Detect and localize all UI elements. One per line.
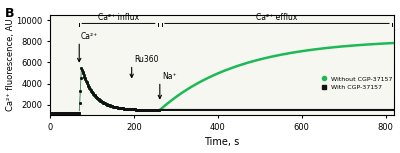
Y-axis label: Ca²⁺ fluorescence, AU: Ca²⁺ fluorescence, AU <box>6 19 14 111</box>
Text: B: B <box>5 7 14 20</box>
Text: Ca²⁺ influx: Ca²⁺ influx <box>98 13 139 22</box>
Text: Na⁺: Na⁺ <box>162 72 176 81</box>
Legend: Without CGP-37157, With CGP-37157: Without CGP-37157, With CGP-37157 <box>319 74 394 93</box>
Text: Ca²⁺: Ca²⁺ <box>80 32 98 41</box>
X-axis label: Time, s: Time, s <box>204 137 240 147</box>
Text: Ca²⁺ efflux: Ca²⁺ efflux <box>256 13 298 22</box>
Text: Ru360: Ru360 <box>134 55 158 64</box>
